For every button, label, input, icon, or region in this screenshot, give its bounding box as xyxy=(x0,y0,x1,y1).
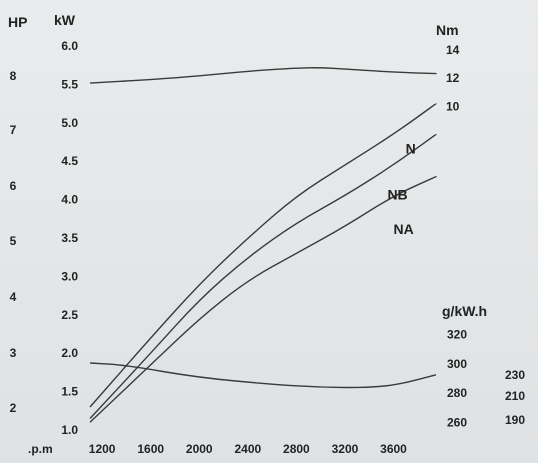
series-line-na xyxy=(89,175,437,423)
kw-tick-label: 4.0 xyxy=(61,193,78,207)
hp-tick-label: 5 xyxy=(10,234,17,248)
series-label-nb: NB xyxy=(387,187,407,203)
hp-tick-label: 2 xyxy=(10,401,17,415)
hp-tick-label: 8 xyxy=(10,69,17,83)
series-line-nb xyxy=(89,133,437,419)
nm-tick-label: 10 xyxy=(446,99,460,113)
kw-tick-label: 1.5 xyxy=(61,385,78,399)
x-tick-label: 2000 xyxy=(186,442,213,456)
series-line-fuel-consumption xyxy=(89,362,437,389)
gkwh-axis-label: g/kW.h xyxy=(442,303,487,319)
hp-tick-label: 4 xyxy=(10,290,17,304)
x-tick-label: 3600 xyxy=(380,442,407,456)
series-line-torque xyxy=(89,67,437,84)
kw-tick-label: 3.0 xyxy=(61,269,78,283)
hp-tick-label: 6 xyxy=(10,179,17,193)
x-tick-label: 3200 xyxy=(332,442,359,456)
kw-axis-label: kW xyxy=(54,12,76,28)
kw-tick-label: 3.5 xyxy=(61,231,78,245)
kw-tick-label: 5.0 xyxy=(61,116,78,130)
extra-scale-tick-label: 190 xyxy=(505,413,525,427)
extra-scale-tick-label: 210 xyxy=(505,389,525,403)
gkwh-tick-label: 320 xyxy=(447,327,467,341)
nm-tick-label: 14 xyxy=(446,43,460,57)
nm-tick-label: 12 xyxy=(446,71,460,85)
x-tick-label: 1600 xyxy=(137,442,164,456)
series-label-na: NA xyxy=(394,221,414,237)
series-label-n: N xyxy=(406,141,416,157)
hp-axis-label: HP xyxy=(8,14,27,30)
extra-scale-tick-label: 230 xyxy=(505,368,525,382)
kw-tick-label: 6.0 xyxy=(61,39,78,53)
kw-tick-label: 4.5 xyxy=(61,154,78,168)
gkwh-tick-label: 260 xyxy=(447,416,467,430)
nm-axis-label: Nm xyxy=(436,22,459,38)
x-tick-label: 2400 xyxy=(234,442,261,456)
x-tick-label: 1200 xyxy=(89,442,116,456)
gkwh-tick-label: 280 xyxy=(447,386,467,400)
kw-tick-label: 2.0 xyxy=(61,346,78,360)
gkwh-tick-label: 300 xyxy=(447,357,467,371)
hp-tick-label: 3 xyxy=(10,346,17,360)
kw-tick-label: 1.0 xyxy=(61,423,78,437)
x-tick-label: 2800 xyxy=(283,442,310,456)
series-line-n xyxy=(89,102,437,408)
x-axis-label: .p.m xyxy=(28,442,53,456)
kw-tick-label: 5.5 xyxy=(61,77,78,91)
kw-tick-label: 2.5 xyxy=(61,308,78,322)
hp-tick-label: 7 xyxy=(10,123,17,137)
